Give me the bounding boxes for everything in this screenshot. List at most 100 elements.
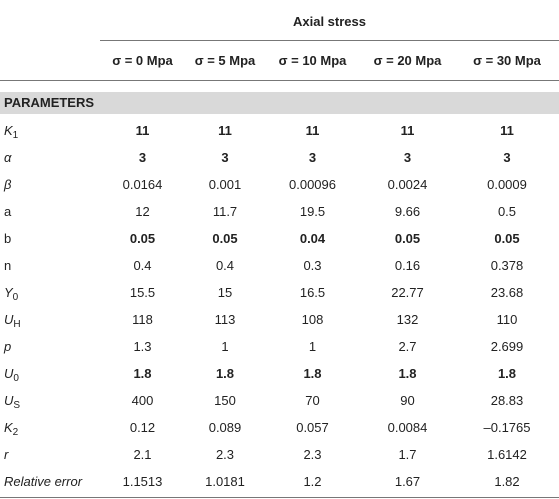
cell-value: 19.5 [299, 204, 326, 219]
cell-value: 3 [403, 150, 412, 165]
cell-value: 0.05 [212, 231, 238, 246]
rule [0, 497, 559, 498]
symbol: K [4, 420, 13, 435]
row-label: K2 [4, 414, 18, 441]
cell-value: 1.3 [133, 339, 152, 354]
cell-value: 11 [218, 123, 232, 138]
symbol: Relative error [4, 474, 83, 489]
cell-value: 11.7 [212, 204, 238, 219]
cell-value: 0.16 [394, 258, 421, 273]
cell-value: 12 [135, 204, 150, 219]
cell-value: 2.3 [215, 447, 235, 462]
cell-value: 2.3 [303, 447, 322, 462]
cell-value: 0.05 [494, 231, 520, 246]
cell-value: 3 [221, 150, 229, 165]
cell-value: 15 [217, 285, 233, 300]
cell-value: 1.7 [398, 447, 417, 462]
subscript: H [13, 319, 21, 330]
cell-value: 28.83 [490, 393, 524, 408]
symbol: r [4, 447, 9, 462]
symbol: U [4, 393, 14, 408]
row-label: n [4, 252, 11, 279]
symbol: β [4, 177, 12, 192]
cell-value: 70 [305, 393, 320, 408]
column-header: σ = 10 Mpa [278, 53, 347, 68]
cell-value: 1.8 [398, 366, 417, 381]
cell-value: 0.057 [296, 420, 329, 435]
column-header: σ = 5 Mpa [194, 53, 256, 68]
cell-value: 11 [135, 123, 150, 138]
cell-value: 0.0009 [487, 177, 527, 192]
cell-value: 0.3 [303, 258, 322, 273]
cell-value: 1.8 [133, 366, 152, 381]
cell-value: 150 [214, 393, 236, 408]
symbol: U [4, 312, 14, 327]
symbol: α [4, 150, 12, 165]
row-label: β [4, 171, 11, 198]
cell-value: 11 [305, 123, 320, 138]
cell-value: 0.00096 [289, 177, 336, 192]
cell-value: 1 [221, 339, 229, 354]
cell-value: 118 [132, 312, 153, 327]
cell-value: 11 [400, 123, 415, 138]
cell-value: 22.77 [391, 285, 424, 300]
symbol: a [4, 204, 12, 219]
cell-value: 90 [400, 393, 415, 408]
subscript: 2 [12, 427, 19, 438]
cell-value: 23.68 [490, 285, 524, 300]
cell-value: –0.1765 [483, 420, 531, 435]
cell-value: 1.8 [215, 366, 235, 381]
cell-value: 1.8 [497, 366, 517, 381]
cell-value: 11 [500, 123, 514, 138]
cell-value: 1.8 [303, 366, 322, 381]
cell-value: 110 [496, 312, 518, 327]
cell-value: 0.0024 [387, 177, 428, 192]
symbol: p [4, 339, 12, 354]
cell-value: 2.699 [490, 339, 524, 354]
row-label: b [4, 225, 11, 252]
row-label: US [4, 387, 20, 414]
row-label: Relative error [4, 468, 82, 495]
group-header: Axial stress [293, 14, 366, 29]
cell-value: 0.5 [497, 204, 517, 219]
cell-value: 2.7 [398, 339, 417, 354]
symbol: Y [4, 285, 13, 300]
row-label: a [4, 198, 11, 225]
cell-value: 1.2 [303, 474, 322, 489]
rule [100, 40, 559, 41]
subscript: 0 [13, 373, 19, 384]
cell-value: 1.82 [494, 474, 520, 489]
row-label: α [4, 144, 11, 171]
cell-value: 0.05 [394, 231, 421, 246]
cell-value: 3 [138, 150, 147, 165]
cell-value: 108 [301, 312, 324, 327]
cell-value: 132 [396, 312, 419, 327]
cell-value: 15.5 [129, 285, 156, 300]
cell-value: 0.05 [129, 231, 156, 246]
row-label: Y0 [4, 279, 18, 306]
cell-value: 0.04 [299, 231, 326, 246]
column-header: σ = 30 Mpa [473, 53, 541, 68]
subscript: S [13, 400, 21, 411]
cell-value: 0.001 [208, 177, 242, 192]
column-header: σ = 20 Mpa [373, 53, 442, 68]
column-header: σ = 0 Mpa [112, 53, 173, 68]
cell-value: 1.0181 [205, 474, 245, 489]
cell-value: 113 [214, 312, 236, 327]
row-label: UH [4, 306, 21, 333]
cell-value: 2.1 [133, 447, 152, 462]
row-label: p [4, 333, 11, 360]
row-label: K1 [4, 117, 18, 144]
symbol: U [4, 366, 14, 381]
subscript: 0 [12, 292, 19, 303]
cell-value: 1.67 [394, 474, 421, 489]
cell-value: 1 [308, 339, 317, 354]
cell-value: 1.6142 [487, 447, 527, 462]
symbol: K [4, 123, 13, 138]
row-label: r [4, 441, 8, 468]
cell-value: 0.0084 [387, 420, 428, 435]
symbol: b [4, 231, 12, 246]
cell-value: 0.4 [133, 258, 152, 273]
cell-value: 0.4 [215, 258, 235, 273]
symbol: n [4, 258, 12, 273]
